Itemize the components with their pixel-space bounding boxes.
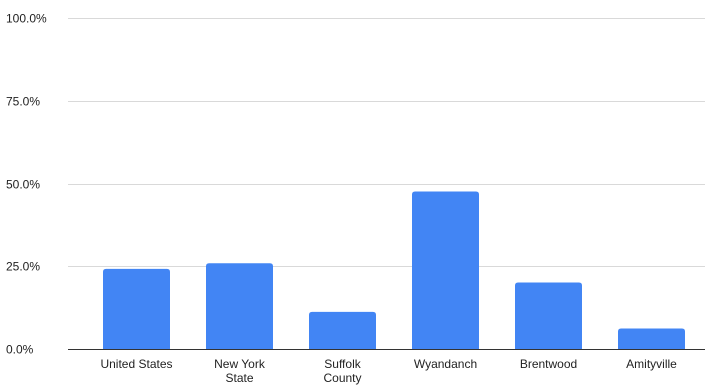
x-tick-label: Wyandanch <box>414 357 477 371</box>
y-tick-label: 75.0% <box>6 95 40 109</box>
x-tick-label: Brentwood <box>520 357 577 371</box>
y-tick-label: 0.0% <box>6 343 34 357</box>
bar <box>206 263 273 349</box>
x-tick-label: Suffolk County <box>323 357 361 385</box>
x-tick-label: Amityville <box>626 357 677 371</box>
y-tick-label: 25.0% <box>6 260 40 274</box>
x-tick-label: United States <box>100 357 172 371</box>
bar <box>618 328 685 349</box>
bars <box>103 191 685 349</box>
bar <box>309 311 376 349</box>
x-tick-labels: United States New York State Suffolk County W… <box>100 357 677 385</box>
gridlines <box>68 18 705 267</box>
x-tick-label: New York State <box>214 357 266 385</box>
y-tick-label: 50.0% <box>6 178 40 192</box>
bar <box>103 268 170 349</box>
y-tick-label: 100.0% <box>6 12 47 26</box>
y-tick-labels: 0.0% 25.0% 50.0% 75.0% 100.0% <box>6 12 47 357</box>
bar <box>412 191 479 349</box>
bar <box>515 282 582 349</box>
